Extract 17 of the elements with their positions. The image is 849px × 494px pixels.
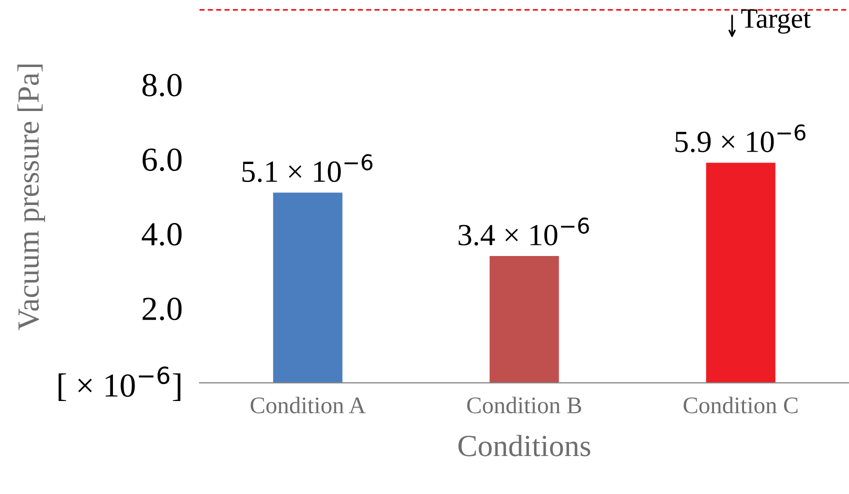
- bar: [706, 162, 776, 383]
- x-tick-label: Condition C: [684, 396, 798, 414]
- x-tick-label: Condition B: [467, 396, 582, 414]
- y-tick-label: 6.0: [142, 148, 182, 172]
- x-tick-label: Condition A: [250, 396, 366, 414]
- y-tick-label: 4.0: [142, 223, 182, 246]
- annotation: 5.1 × 10$^{−6}$: [242, 154, 372, 182]
- y-tick-label: 8.0: [142, 74, 182, 97]
- bar: [490, 256, 559, 383]
- y-tick-label: [ × 10$^{−6}$]: [58, 366, 180, 402]
- ref-line-label: Target: [741, 9, 811, 34]
- y-axis-title: Vacuum pressure [Pa]: [17, 64, 46, 330]
- bar: [273, 192, 342, 383]
- y-tick-label: 2.0: [142, 298, 182, 320]
- annotation: 5.9 × 10$^{−6}$: [675, 124, 806, 152]
- annotation: 3.4 × 10$^{−6}$: [458, 218, 589, 246]
- x-axis-title: Conditions: [458, 434, 590, 456]
